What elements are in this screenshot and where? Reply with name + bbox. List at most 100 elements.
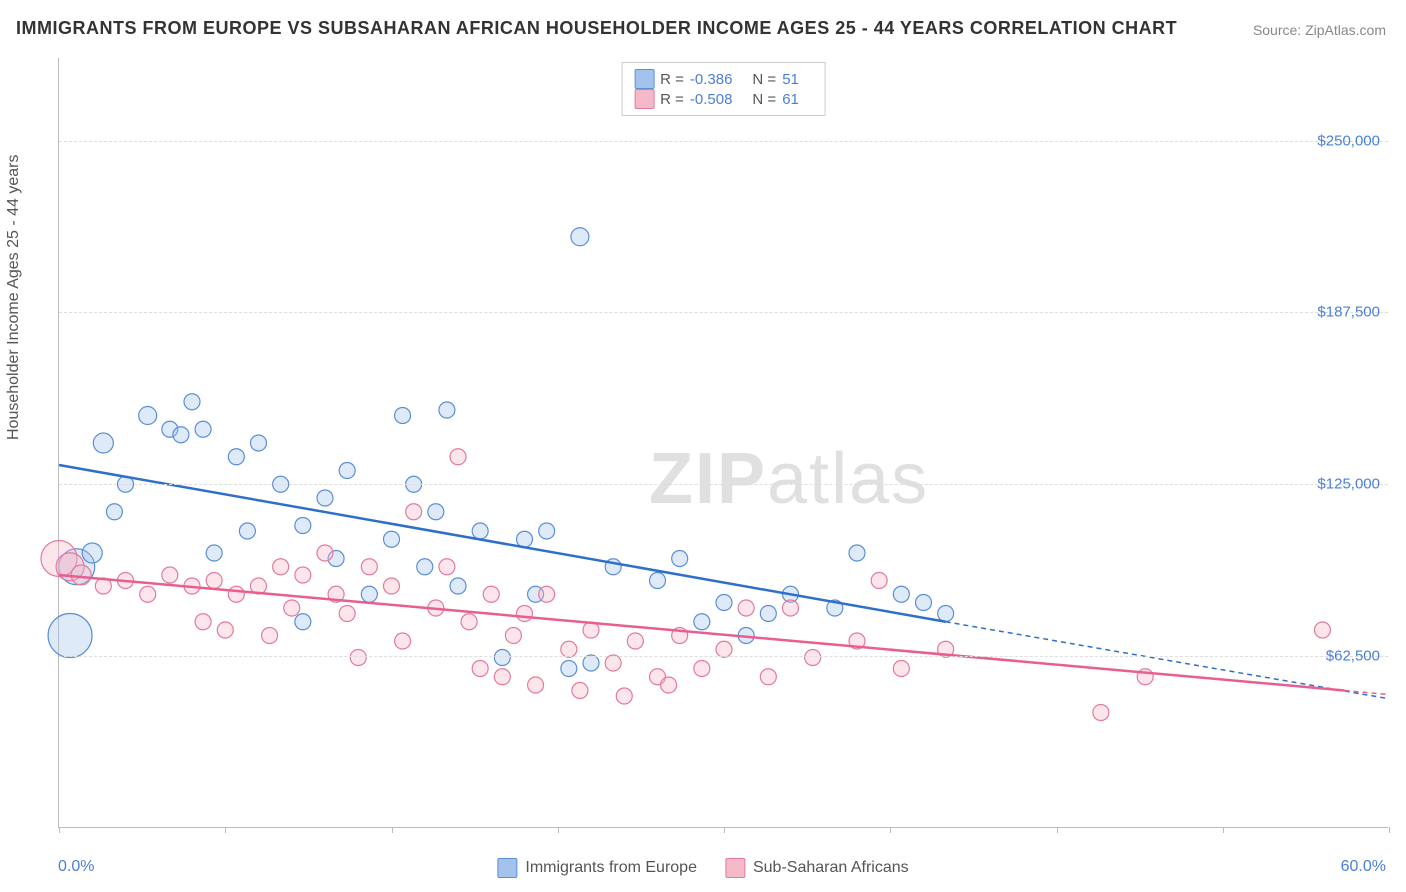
data-point	[273, 559, 289, 575]
data-point	[450, 449, 466, 465]
data-point	[572, 683, 588, 699]
data-point	[295, 614, 311, 630]
gridline	[59, 312, 1388, 313]
data-point	[871, 573, 887, 589]
x-tick	[1057, 827, 1058, 833]
data-point	[395, 633, 411, 649]
data-point	[893, 661, 909, 677]
data-point	[528, 677, 544, 693]
data-point	[48, 614, 92, 658]
gridline	[59, 484, 1388, 485]
data-point	[472, 523, 488, 539]
data-point	[494, 650, 510, 666]
data-point	[583, 655, 599, 671]
data-point	[561, 661, 577, 677]
data-point	[206, 573, 222, 589]
gridline	[59, 141, 1388, 142]
legend-item: Sub-Saharan Africans	[725, 858, 909, 878]
swatch-icon	[497, 858, 517, 878]
data-point	[317, 545, 333, 561]
x-tick	[558, 827, 559, 833]
data-point	[439, 402, 455, 418]
data-point	[760, 606, 776, 622]
data-point	[139, 407, 157, 425]
scatter-svg	[59, 58, 1388, 827]
data-point	[483, 586, 499, 602]
data-point	[616, 688, 632, 704]
data-point	[494, 669, 510, 685]
x-tick	[225, 827, 226, 833]
data-point	[361, 586, 377, 602]
data-point	[217, 622, 233, 638]
x-tick	[1389, 827, 1390, 833]
data-point	[93, 433, 113, 453]
y-tick-label: $250,000	[1317, 132, 1380, 149]
data-point	[738, 600, 754, 616]
data-point	[539, 586, 555, 602]
data-point	[184, 394, 200, 410]
data-point	[251, 435, 267, 451]
data-point	[694, 614, 710, 630]
data-point	[461, 614, 477, 630]
chart-title: IMMIGRANTS FROM EUROPE VS SUBSAHARAN AFR…	[16, 18, 1177, 39]
data-point	[517, 606, 533, 622]
x-tick	[724, 827, 725, 833]
source-label: Source: ZipAtlas.com	[1253, 22, 1386, 38]
data-point	[505, 628, 521, 644]
data-point	[783, 600, 799, 616]
trend-line-extension	[1345, 691, 1389, 695]
data-point	[140, 586, 156, 602]
data-point	[228, 449, 244, 465]
data-point	[428, 504, 444, 520]
data-point	[106, 504, 122, 520]
x-axis-max-label: 60.0%	[1341, 858, 1386, 876]
x-tick	[890, 827, 891, 833]
legend-item: Immigrants from Europe	[497, 858, 697, 878]
y-tick-label: $125,000	[1317, 476, 1380, 493]
data-point	[295, 518, 311, 534]
data-point	[450, 578, 466, 594]
data-point	[82, 543, 102, 563]
data-point	[539, 523, 555, 539]
x-tick	[59, 827, 60, 833]
data-point	[605, 655, 621, 671]
data-point	[195, 421, 211, 437]
data-point	[472, 661, 488, 677]
data-point	[417, 559, 433, 575]
data-point	[361, 559, 377, 575]
x-axis-min-label: 0.0%	[58, 858, 94, 876]
data-point	[1315, 622, 1331, 638]
data-point	[650, 573, 666, 589]
data-point	[694, 661, 710, 677]
legend-series: Immigrants from Europe Sub-Saharan Afric…	[497, 858, 908, 878]
data-point	[339, 606, 355, 622]
data-point	[239, 523, 255, 539]
data-point	[672, 551, 688, 567]
y-axis-label: Householder Income Ages 25 - 44 years	[5, 155, 23, 441]
swatch-icon	[725, 858, 745, 878]
data-point	[716, 595, 732, 611]
data-point	[71, 565, 91, 585]
data-point	[1093, 705, 1109, 721]
data-point	[384, 531, 400, 547]
data-point	[395, 408, 411, 424]
legend-label: Immigrants from Europe	[525, 859, 697, 877]
data-point	[406, 504, 422, 520]
chart-plot-area: ZIPatlas R = -0.386 N = 51 R = -0.508 N …	[58, 58, 1388, 828]
data-point	[916, 595, 932, 611]
data-point	[173, 427, 189, 443]
data-point	[661, 677, 677, 693]
data-point	[561, 641, 577, 657]
data-point	[284, 600, 300, 616]
data-point	[195, 614, 211, 630]
data-point	[571, 228, 589, 246]
data-point	[162, 567, 178, 583]
y-tick-label: $187,500	[1317, 304, 1380, 321]
data-point	[228, 586, 244, 602]
gridline	[59, 656, 1388, 657]
x-tick	[1223, 827, 1224, 833]
trend-line	[59, 465, 946, 622]
data-point	[317, 490, 333, 506]
data-point	[760, 669, 776, 685]
data-point	[339, 463, 355, 479]
